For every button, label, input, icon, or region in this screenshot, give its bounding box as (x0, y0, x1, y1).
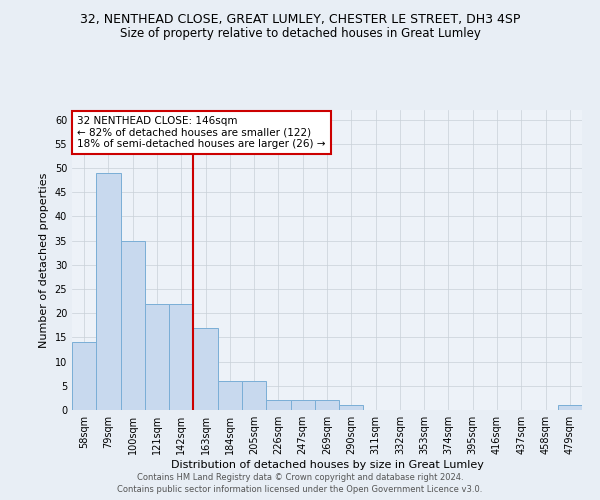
X-axis label: Distribution of detached houses by size in Great Lumley: Distribution of detached houses by size … (170, 460, 484, 470)
Bar (145, 304, 169, 410)
Bar (242, 381, 266, 410)
Text: 32, NENTHEAD CLOSE, GREAT LUMLEY, CHESTER LE STREET, DH3 4SP: 32, NENTHEAD CLOSE, GREAT LUMLEY, CHESTE… (80, 12, 520, 26)
Text: Contains HM Land Registry data © Crown copyright and database right 2024.: Contains HM Land Registry data © Crown c… (137, 472, 463, 482)
Text: 32 NENTHEAD CLOSE: 146sqm
← 82% of detached houses are smaller (122)
18% of semi: 32 NENTHEAD CLOSE: 146sqm ← 82% of detac… (77, 116, 326, 149)
Text: Size of property relative to detached houses in Great Lumley: Size of property relative to detached ho… (119, 28, 481, 40)
Bar (558, 405, 582, 410)
Bar (315, 400, 339, 410)
Bar (121, 240, 145, 410)
Bar (339, 405, 364, 410)
Bar (266, 400, 290, 410)
Bar (169, 304, 193, 410)
Bar (96, 173, 121, 410)
Bar (290, 400, 315, 410)
Bar (193, 328, 218, 410)
Bar (218, 381, 242, 410)
Y-axis label: Number of detached properties: Number of detached properties (39, 172, 49, 348)
Text: Contains public sector information licensed under the Open Government Licence v3: Contains public sector information licen… (118, 485, 482, 494)
Bar (72, 342, 96, 410)
